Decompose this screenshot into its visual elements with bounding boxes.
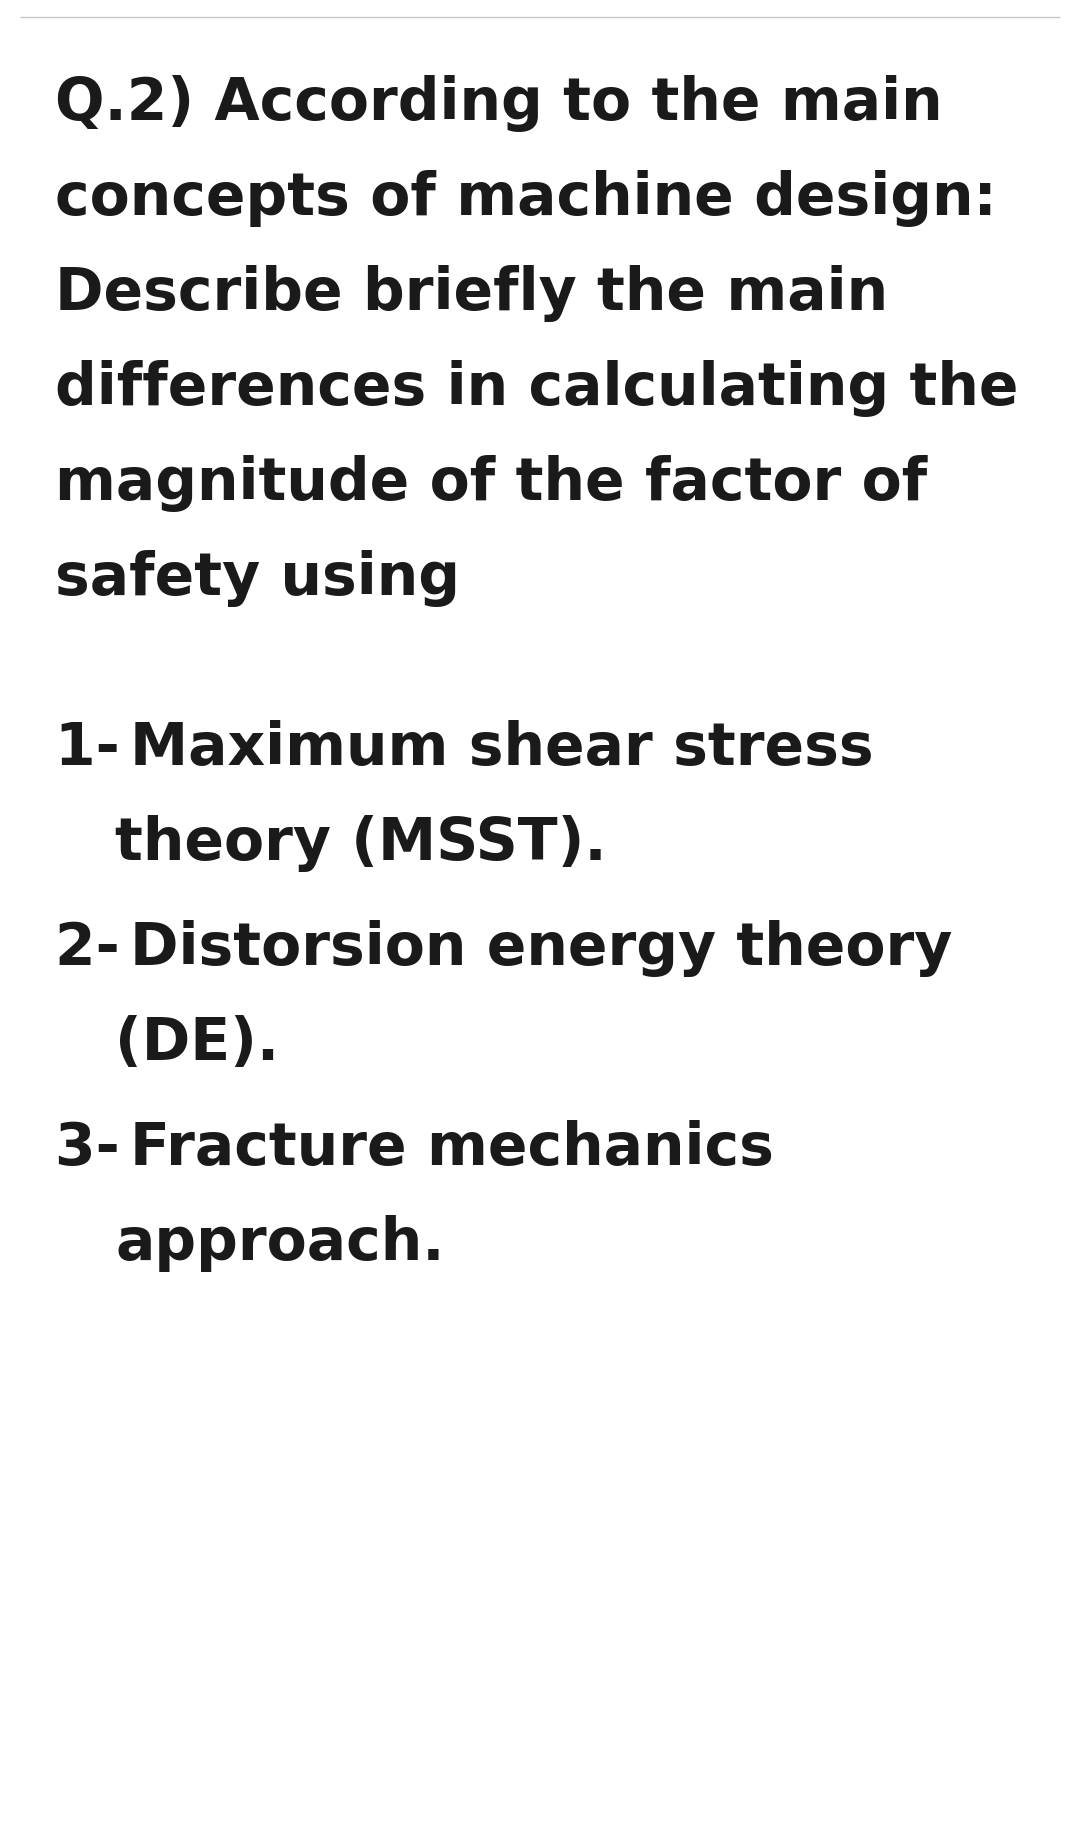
- Text: Describe briefly the main: Describe briefly the main: [55, 264, 888, 323]
- Text: 2-: 2-: [55, 919, 140, 977]
- Text: concepts of machine design:: concepts of machine design:: [55, 170, 997, 226]
- Text: approach.: approach.: [114, 1214, 445, 1271]
- Text: (DE).: (DE).: [114, 1014, 279, 1072]
- Text: 3-: 3-: [55, 1119, 140, 1176]
- Text: 1-: 1-: [55, 720, 140, 777]
- Text: Distorsion energy theory: Distorsion energy theory: [130, 919, 953, 977]
- Text: magnitude of the factor of: magnitude of the factor of: [55, 454, 928, 512]
- Text: safety using: safety using: [55, 551, 460, 607]
- Text: Q.2) According to the main: Q.2) According to the main: [55, 75, 943, 131]
- Text: Fracture mechanics: Fracture mechanics: [130, 1119, 774, 1176]
- Text: differences in calculating the: differences in calculating the: [55, 359, 1018, 417]
- Text: theory (MSST).: theory (MSST).: [114, 815, 607, 871]
- Text: Maximum shear stress: Maximum shear stress: [130, 720, 874, 777]
